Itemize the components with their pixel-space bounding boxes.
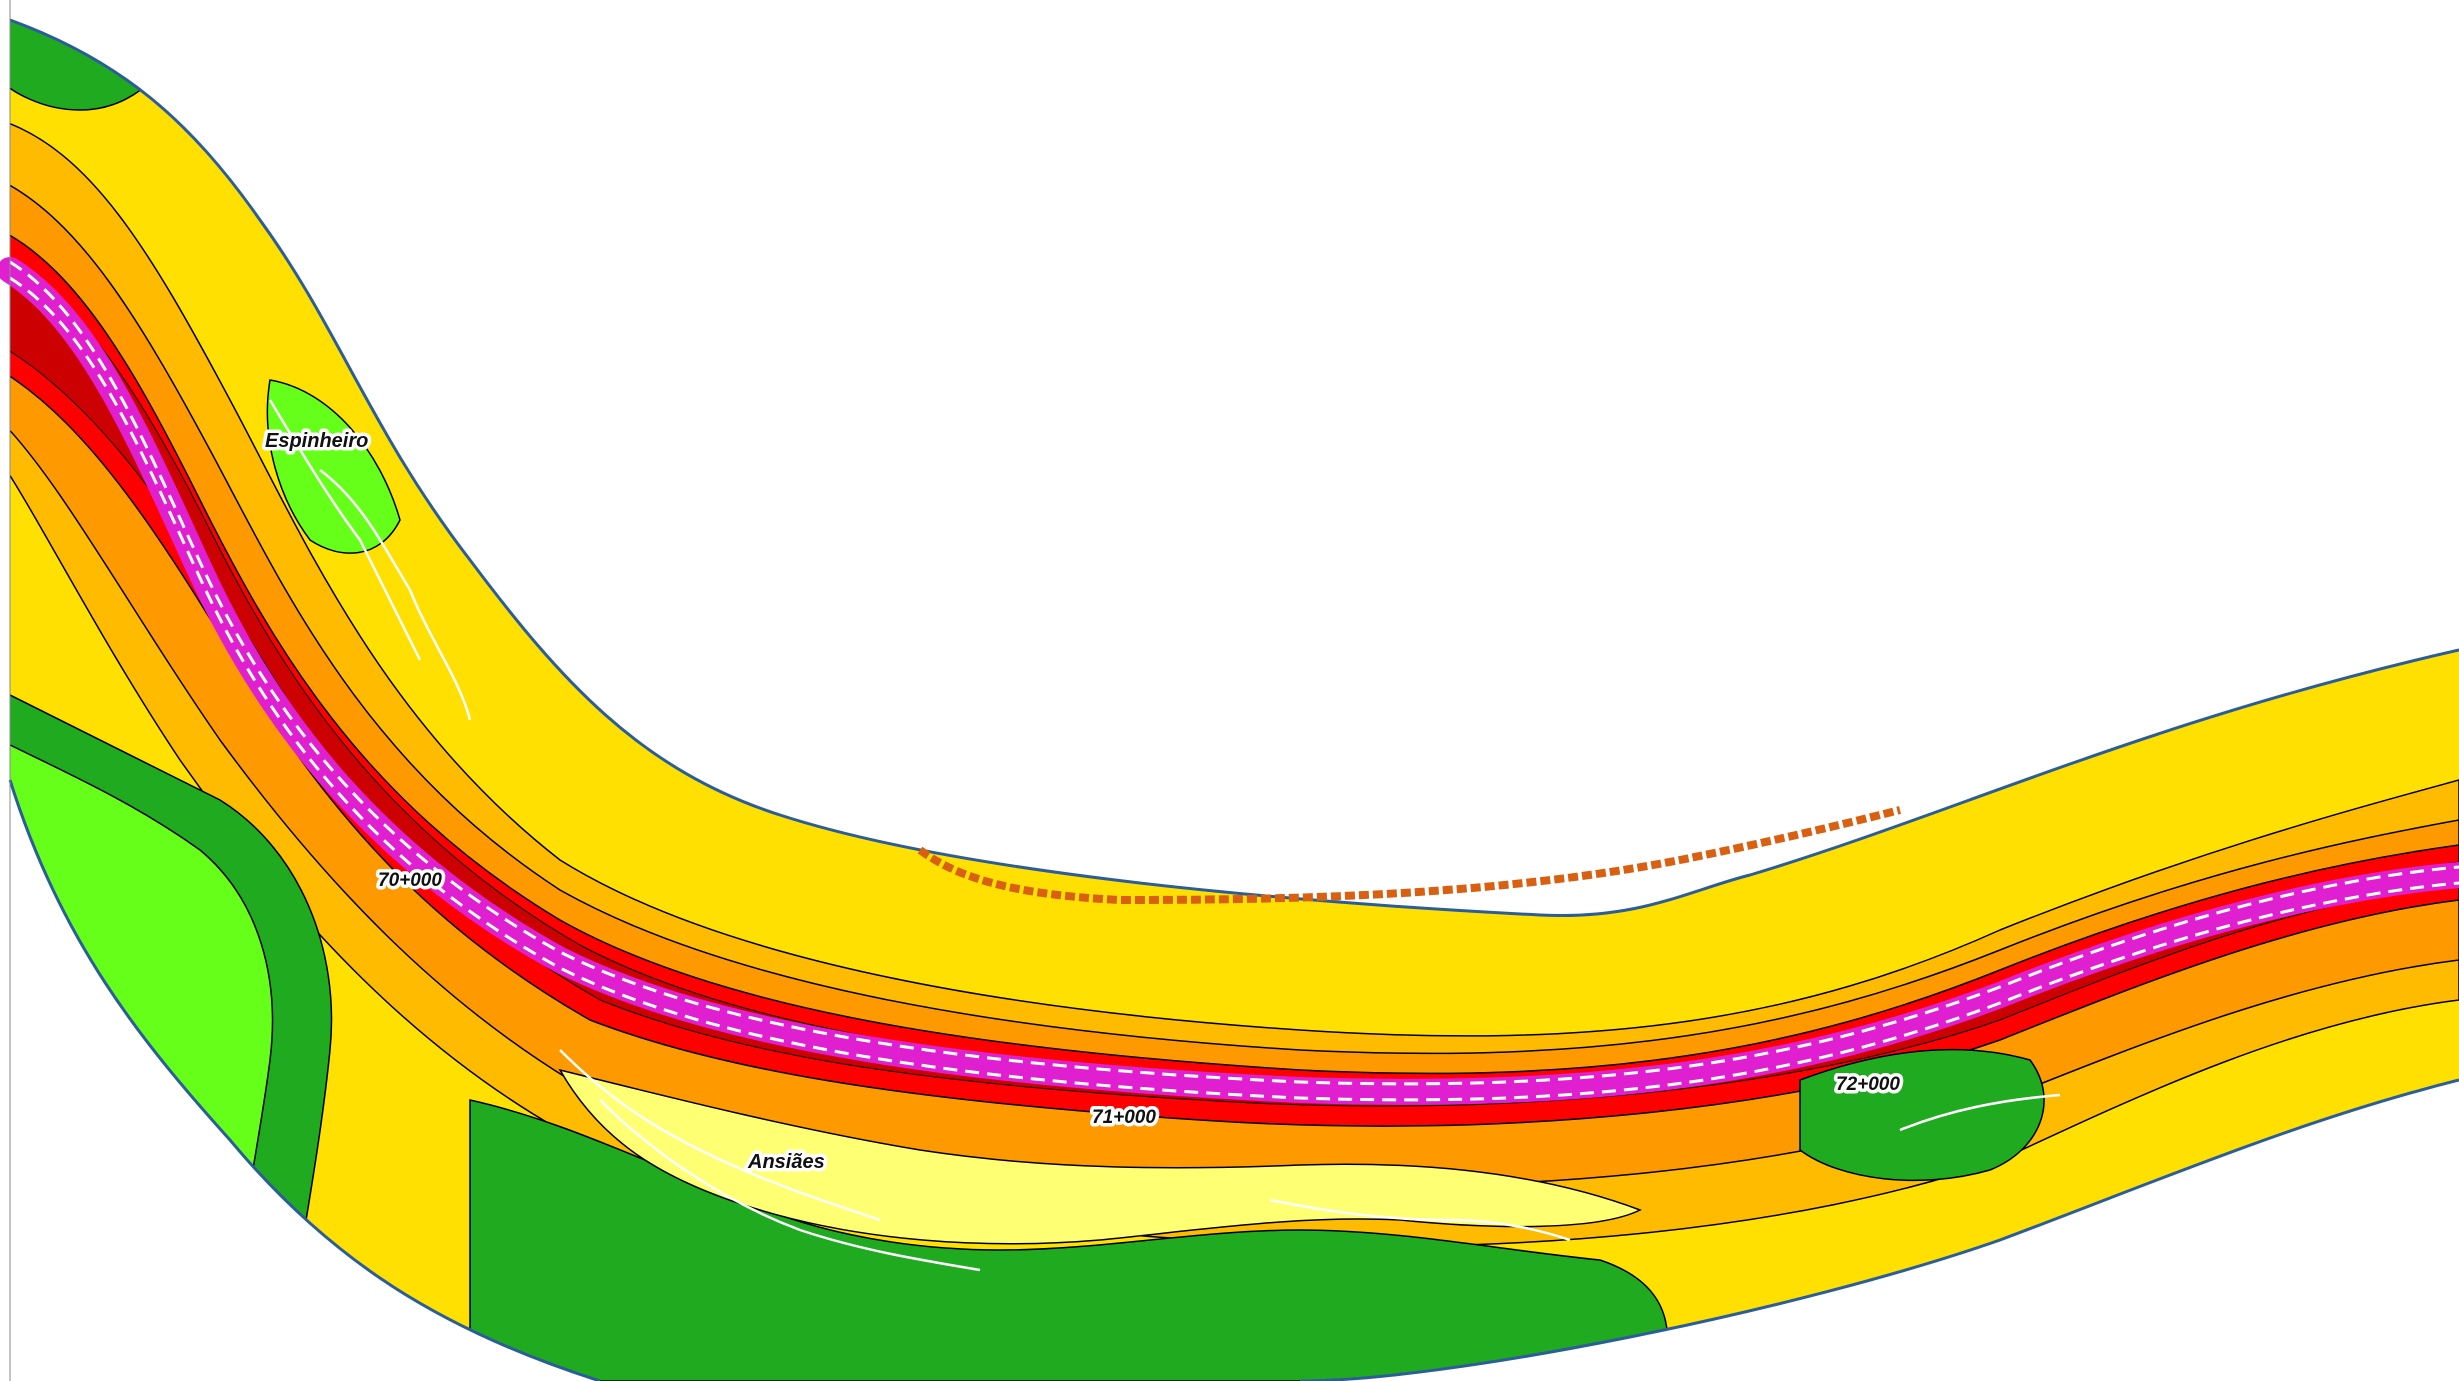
place-label-ansiaes: Ansiães xyxy=(747,1151,825,1173)
rail-alignment[interactable] xyxy=(0,257,2459,1105)
rail-track-casing xyxy=(0,257,2459,1105)
chainage-label-72000: 72+000 xyxy=(1836,1074,1900,1095)
band-light-green-village xyxy=(266,379,401,554)
study-area-boundary-west xyxy=(8,779,601,1381)
band-red xyxy=(10,228,2459,1127)
band-green-southeast xyxy=(1799,1048,2045,1182)
rail-track-line-2 xyxy=(9,276,2459,1102)
place-label-espinheiro: Espinheiro xyxy=(265,430,368,452)
band-orange xyxy=(10,178,2459,1187)
secondary-road[interactable] xyxy=(917,806,1901,905)
study-area-boundary xyxy=(9,18,2459,918)
chainage-label-70000: 70+000 xyxy=(378,870,442,891)
band-pale-yellow-south xyxy=(558,1068,1642,1245)
settlement-streets xyxy=(268,399,2061,1272)
chainage-label-71000: 71+000 xyxy=(1092,1107,1156,1128)
rail-track-line xyxy=(9,260,2459,1086)
study-area-boundary-south xyxy=(1299,1078,2459,1381)
